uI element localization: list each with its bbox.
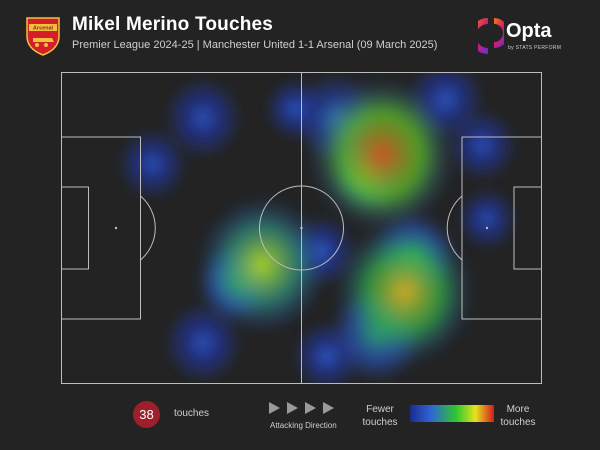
opta-logo: Opta by STATS PERFORM [478, 18, 582, 58]
touches-label: touches [174, 408, 210, 419]
heat-zone [459, 189, 515, 248]
opta-logo-text: Opta [506, 20, 552, 42]
heat-zone [166, 79, 240, 157]
opta-logo-subtext: by STATS PERFORM [508, 45, 562, 51]
crest-lettering: Arsenal [33, 26, 54, 32]
heatmap-layer [120, 72, 515, 384]
left-six-yard-box [61, 186, 89, 270]
attacking-direction-arrows-icon [269, 402, 334, 414]
center-circle [259, 185, 344, 271]
left-goal [61, 209, 62, 247]
pitch-heatmap [61, 72, 542, 384]
heat-color-scale [410, 405, 494, 422]
heat-zone [198, 197, 327, 333]
opta-mark-icon [478, 18, 504, 54]
legend-more-line1: More [506, 404, 530, 415]
heat-zone [335, 219, 474, 365]
legend-fewer-touches: Fewer touches [352, 403, 408, 429]
heat-zone [166, 304, 240, 382]
right-goal [541, 209, 542, 247]
attacking-direction-label: Attacking Direction [270, 421, 337, 430]
left-penalty-spot [114, 226, 118, 230]
heat-zone [120, 130, 185, 198]
legend-fewer-line2: touches [362, 417, 398, 428]
pitch-markings [61, 72, 542, 384]
pitch-spots [114, 226, 489, 230]
legend-more-touches: More touches [496, 403, 540, 429]
arsenal-crest-icon: Arsenal [26, 17, 60, 56]
center-spot [300, 226, 303, 230]
legend-more-line2: touches [500, 417, 536, 428]
right-penalty-arc [446, 195, 463, 261]
page-title: Mikel Merino Touches [72, 14, 274, 35]
right-penalty-spot [485, 226, 489, 230]
legend-fewer-line1: Fewer [366, 404, 394, 415]
right-six-yard-box [513, 186, 542, 270]
heat-zone [308, 77, 455, 232]
left-penalty-arc [140, 195, 156, 261]
touches-count-badge: 38 [133, 401, 160, 428]
match-subtitle: Premier League 2024-25 | Manchester Unit… [72, 39, 438, 51]
